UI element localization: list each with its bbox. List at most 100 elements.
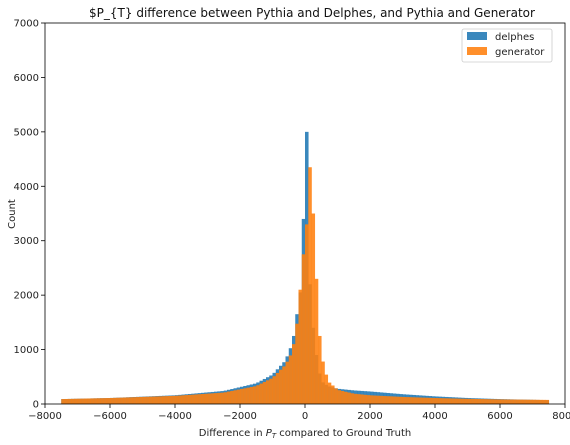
generator-bar: [418, 397, 423, 404]
generator-bar: [470, 398, 475, 404]
generator-bar: [334, 388, 338, 404]
generator-bar: [535, 399, 540, 404]
generator-bar: [480, 399, 485, 404]
generator-bar: [503, 399, 507, 404]
generator-bar: [158, 396, 163, 404]
generator-bar: [87, 398, 91, 404]
generator-bar: [457, 398, 462, 404]
generator-bar: [61, 399, 65, 404]
generator-bar: [84, 398, 88, 404]
generator-bar: [246, 387, 251, 404]
generator-bar: [204, 393, 208, 404]
generator-bar: [516, 399, 520, 404]
generator-bar: [441, 398, 446, 404]
y-tick-label: 5000: [14, 127, 39, 138]
generator-bar: [405, 397, 410, 404]
generator-bar: [253, 386, 257, 404]
generator-bar: [113, 397, 117, 404]
generator-bar: [321, 361, 325, 404]
generator-bar: [110, 397, 114, 404]
generator-bar: [483, 399, 488, 404]
generator-bar: [373, 395, 377, 404]
generator-bar: [344, 391, 348, 404]
legend: delphes generator: [461, 28, 553, 63]
generator-bar: [389, 396, 394, 404]
generator-bar: [545, 399, 550, 404]
generator-bar: [191, 394, 195, 404]
legend-label-delphes: delphes: [495, 32, 534, 43]
generator-bar: [438, 398, 442, 404]
y-tick-label: 4000: [14, 182, 39, 193]
generator-bar: [249, 387, 254, 404]
generator-bar: [152, 396, 156, 404]
generator-bar: [461, 398, 465, 404]
generator-bar: [230, 390, 234, 404]
y-axis-label: Count: [7, 199, 18, 229]
generator-bar: [467, 398, 472, 404]
generator-bar: [337, 390, 342, 404]
generator-bar: [269, 378, 273, 404]
generator-bar: [415, 397, 420, 404]
generator-bar: [318, 335, 322, 404]
generator-bar: [210, 393, 215, 404]
generator-bar: [305, 224, 309, 404]
generator-bar: [402, 396, 407, 404]
generator-bar: [223, 392, 228, 404]
generator-bar: [77, 398, 82, 404]
generator-bar: [412, 397, 416, 404]
generator-bar: [275, 372, 280, 404]
legend-label-generator: generator: [495, 47, 545, 58]
generator-bar: [188, 394, 192, 404]
generator-bar: [464, 398, 468, 404]
generator-bar: [295, 323, 299, 404]
generator-bar: [139, 396, 143, 404]
generator-bar: [353, 393, 358, 404]
generator-bar: [422, 397, 426, 404]
generator-bar: [539, 399, 543, 404]
generator-bar: [64, 398, 69, 404]
generator-bar: [454, 398, 459, 404]
generator-bars: [61, 167, 550, 404]
legend-swatch-delphes: [467, 32, 487, 40]
generator-bar: [262, 381, 267, 404]
generator-bar: [327, 382, 332, 404]
generator-bar: [181, 395, 186, 404]
x-tick-label: 2000: [357, 411, 382, 422]
generator-bar: [184, 395, 189, 404]
generator-bar: [236, 389, 241, 404]
generator-bar: [266, 380, 270, 404]
generator-bar: [259, 383, 264, 404]
x-tick-label: 0: [302, 411, 308, 422]
generator-bar: [256, 385, 260, 404]
generator-bar: [386, 396, 390, 404]
generator-bar: [175, 395, 179, 404]
x-axis-label: Difference in PT compared to Ground Trut…: [199, 428, 411, 440]
generator-bar: [474, 398, 478, 404]
generator-bar: [301, 254, 306, 404]
generator-bar: [162, 396, 166, 404]
generator-bar: [308, 167, 312, 404]
generator-bar: [243, 388, 247, 404]
generator-bar: [350, 393, 355, 404]
generator-bar: [100, 398, 104, 404]
generator-bar: [409, 397, 413, 404]
generator-bar: [314, 278, 319, 404]
generator-bar: [477, 399, 481, 404]
generator-bar: [171, 395, 176, 404]
generator-bar: [282, 366, 286, 404]
y-axis: 0 1000 2000 3000 4000 5000 6000 7000: [14, 19, 45, 411]
generator-bar: [220, 392, 225, 404]
generator-bar: [279, 369, 283, 404]
generator-bar: [106, 398, 111, 404]
generator-bar: [340, 390, 345, 404]
generator-bar: [129, 397, 134, 404]
generator-bar: [399, 396, 403, 404]
y-tick-label: 1000: [14, 345, 39, 356]
generator-bar: [435, 398, 439, 404]
generator-bar: [214, 393, 218, 404]
generator-bar: [506, 399, 511, 404]
generator-bar: [428, 397, 433, 404]
generator-bar: [529, 399, 533, 404]
generator-bar: [149, 396, 153, 404]
generator-bar: [324, 374, 329, 404]
